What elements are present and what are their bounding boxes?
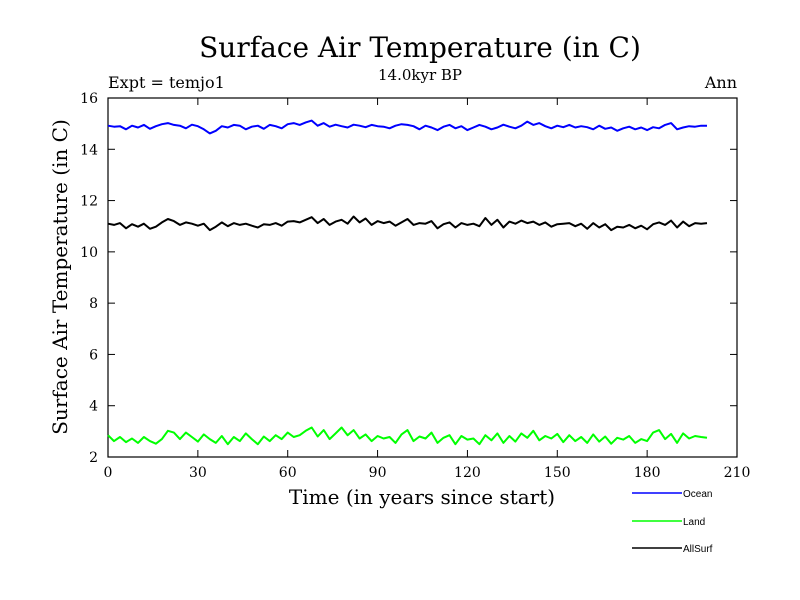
x-tick-label: 150 <box>544 465 571 481</box>
x-axis-label: Time (in years since start) <box>289 485 555 509</box>
season-label: Ann <box>704 73 737 92</box>
x-tick-label: 210 <box>724 465 751 481</box>
chart-title: Surface Air Temperature (in C) <box>199 31 641 64</box>
series-group <box>107 119 708 446</box>
y-axis-label: Surface Air Temperature (in C) <box>48 119 72 435</box>
series-line-ocean <box>107 119 707 135</box>
x-tick-label: 90 <box>369 465 387 481</box>
series-line-allsurf <box>107 215 708 232</box>
y-tick-label: 14 <box>80 142 98 158</box>
y-tick-label: 6 <box>89 347 98 363</box>
legend-label-allsurf: AllSurf <box>683 544 713 555</box>
y-tick-label: 2 <box>89 450 98 466</box>
legend-label-ocean: Ocean <box>683 489 712 500</box>
chart-subtitle: 14.0kyr BP <box>378 66 462 84</box>
x-tick-label: 30 <box>189 465 207 481</box>
x-tick-label: 0 <box>104 465 113 481</box>
y-tick-label: 16 <box>80 91 98 107</box>
plot-frame <box>107 97 738 458</box>
x-tick-label: 180 <box>634 465 661 481</box>
legend-label-land: Land <box>683 517 705 528</box>
x-tick-label: 120 <box>454 465 481 481</box>
x-tick-label: 60 <box>279 465 297 481</box>
y-tick-label: 4 <box>89 399 98 415</box>
axis-ticks: 0 30 60 90 120 150 180 210 2 4 6 8 10 12 14 16 <box>80 91 750 481</box>
legend: Ocean Land AllSurf <box>632 489 713 555</box>
y-tick-label: 12 <box>80 194 98 210</box>
y-tick-label: 10 <box>80 245 98 261</box>
series-line-land <box>107 426 708 446</box>
experiment-label: Expt = temjo1 <box>108 73 225 92</box>
y-tick-label: 8 <box>89 296 98 312</box>
